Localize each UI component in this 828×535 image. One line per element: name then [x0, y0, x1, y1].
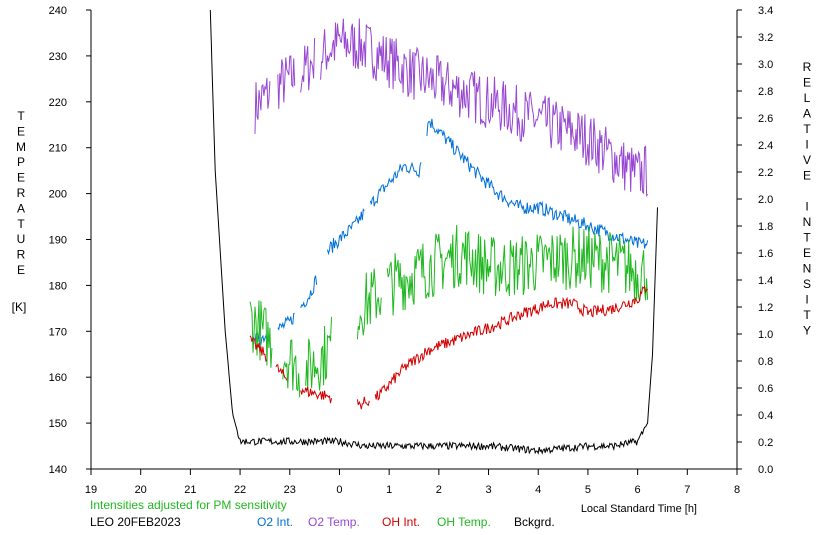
x-tick-label: 22 — [234, 484, 246, 496]
right-axis-letter: E — [803, 169, 811, 183]
right-tick-label: 1.4 — [758, 275, 773, 287]
left-axis-letter: T — [17, 217, 25, 231]
right-axis-letter: N — [803, 215, 812, 229]
right-tick-label: 1.8 — [758, 221, 773, 233]
legend-entry: OH Temp. — [437, 515, 491, 529]
right-axis-letter: E — [803, 246, 811, 260]
right-tick-label: 0.2 — [758, 437, 773, 449]
right-tick-label: 3.4 — [758, 5, 773, 17]
right-tick-label: 0.6 — [758, 383, 773, 395]
left-axis-letter: E — [17, 263, 25, 277]
x-tick-label: 20 — [135, 484, 147, 496]
x-tick-label: 4 — [535, 484, 541, 496]
right-tick-label: 3.0 — [758, 59, 773, 71]
x-tick-label: 8 — [734, 484, 740, 496]
left-tick-label: 240 — [49, 5, 67, 17]
left-tick-label: 180 — [49, 280, 67, 292]
legend-entry: Bckgrd. — [514, 515, 555, 529]
station-date: LEO 20FEB2023 — [90, 515, 181, 529]
right-tick-label: 2.0 — [758, 194, 773, 206]
right-axis-letter: S — [803, 277, 811, 291]
x-tick-label: 5 — [585, 484, 591, 496]
right-tick-label: 2.2 — [758, 167, 773, 179]
series-line-oh_int — [249, 285, 648, 410]
right-axis-letter: V — [803, 153, 811, 167]
right-axis-letter: I — [805, 138, 808, 152]
right-axis-letter: T — [803, 231, 811, 245]
right-axis-letter: R — [803, 60, 812, 74]
right-axis-letter: L — [804, 91, 811, 105]
left-axis-letter: E — [17, 171, 25, 185]
left-tick-label: 140 — [49, 464, 67, 476]
right-tick-label: 2.8 — [758, 86, 773, 98]
x-tick-label: 2 — [436, 484, 442, 496]
x-tick-label: 3 — [485, 484, 491, 496]
x-tick-label: 6 — [635, 484, 641, 496]
adjustment-note: Intensities adjusted for PM sensitivity — [90, 498, 287, 512]
right-axis-ticks: 0.0 0.2 0.4 0.6 0.8 1.0 1.2 1.4 1.6 1.8 2.0 2.2 2.4 2… — [737, 5, 773, 476]
right-tick-label: 2.4 — [758, 140, 773, 152]
legend: O2 Int. O2 Temp. OH Int. OH Temp. Bckgrd. — [257, 515, 555, 529]
right-axis-letter: I — [805, 200, 808, 214]
right-tick-label: 0.4 — [758, 410, 773, 422]
right-tick-label: 3.2 — [758, 32, 773, 44]
left-axis-letter: A — [17, 201, 25, 215]
right-axis-letter: N — [803, 262, 812, 276]
left-axis-unit: [K] — [12, 300, 27, 314]
left-axis-ticks: 140 150 160 170 180 190 200 210 220 230 240 — [49, 5, 91, 476]
x-tick-label: 7 — [684, 484, 690, 496]
left-tick-label: 200 — [49, 189, 67, 201]
left-axis-letter: E — [17, 124, 25, 138]
right-tick-label: 1.2 — [758, 302, 773, 314]
left-axis-letter: T — [17, 109, 25, 123]
right-axis-letter: I — [805, 293, 808, 307]
right-tick-label: 1.0 — [758, 329, 773, 341]
legend-entry: OH Int. — [382, 515, 420, 529]
left-axis-letter: M — [16, 140, 26, 154]
right-tick-label: 1.6 — [758, 248, 773, 260]
right-tick-label: 0.0 — [758, 464, 773, 476]
left-tick-label: 170 — [49, 326, 67, 338]
series-layer — [209, 9, 658, 455]
x-axis-label: Local Standard Time [h] — [581, 503, 697, 515]
left-axis-letter: R — [17, 248, 26, 262]
x-tick-label: 23 — [284, 484, 296, 496]
left-tick-label: 190 — [49, 235, 67, 247]
x-tick-label: 1 — [386, 484, 392, 496]
left-axis-letter: P — [17, 155, 25, 169]
x-axis-ticks: 19 20 21 22 23 0 1 2 3 4 5 6 7 8 — [85, 469, 740, 496]
left-tick-label: 160 — [49, 372, 67, 384]
x-tick-label: 21 — [184, 484, 196, 496]
left-tick-label: 150 — [49, 418, 67, 430]
left-tick-label: 220 — [49, 97, 67, 109]
right-axis-letter: T — [803, 308, 811, 322]
left-tick-label: 210 — [49, 143, 67, 155]
left-axis-letter: R — [17, 186, 26, 200]
series-line-o2_int — [254, 118, 649, 346]
right-axis-letter: A — [803, 107, 811, 121]
legend-entry: O2 Int. — [257, 515, 293, 529]
right-axis-letter: Y — [803, 324, 811, 338]
right-axis-letter: E — [803, 76, 811, 90]
x-tick-label: 19 — [85, 484, 97, 496]
right-tick-label: 0.8 — [758, 356, 773, 368]
right-tick-label: 2.6 — [758, 113, 773, 125]
x-tick-label: 0 — [336, 484, 342, 496]
left-tick-label: 230 — [49, 51, 67, 63]
series-line-oh_temp — [249, 224, 649, 398]
legend-entry: O2 Temp. — [308, 515, 360, 529]
left-axis-letter: U — [17, 232, 26, 246]
series-line-background — [209, 9, 658, 455]
series-line-o2_temp — [254, 18, 649, 198]
right-axis-letter: T — [803, 122, 811, 136]
